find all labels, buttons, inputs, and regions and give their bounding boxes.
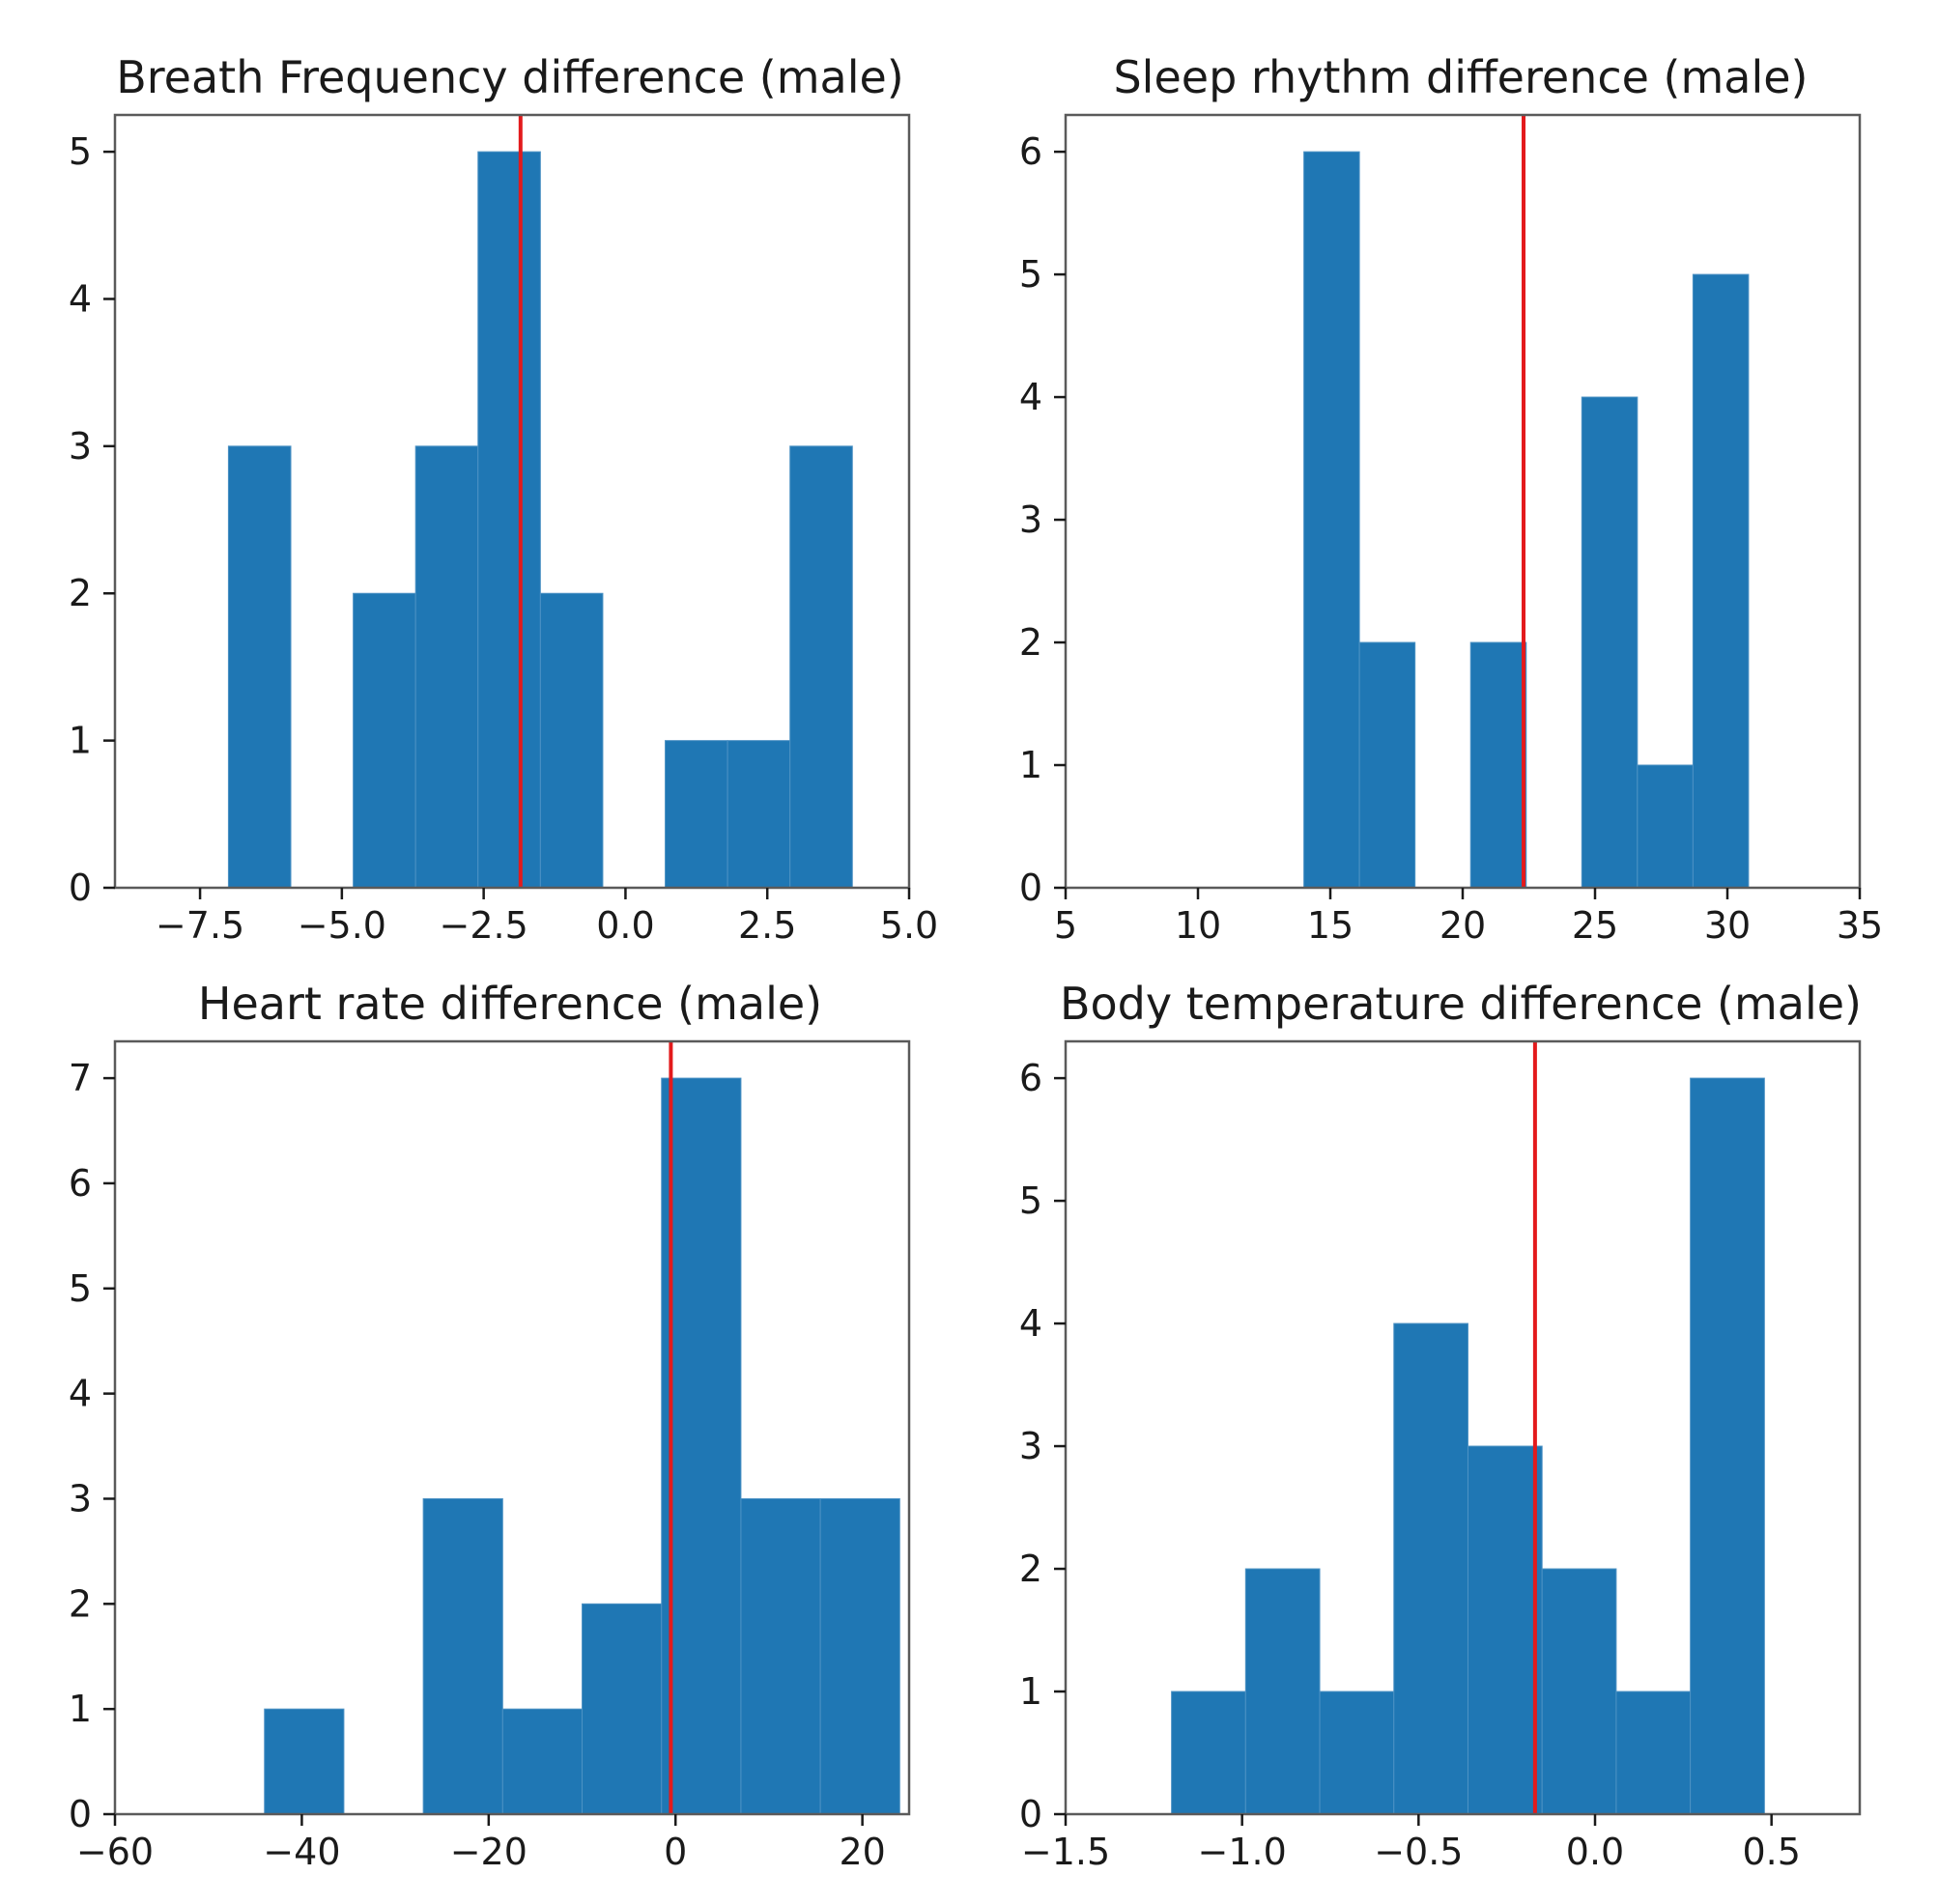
breath-frequency-y-tick-label: 3 (69, 425, 92, 468)
breath-frequency-bar (227, 445, 292, 889)
heart-rate-x-tick-label: −40 (263, 1831, 340, 1873)
heart-rate-title: Heart rate difference (male) (198, 978, 822, 1030)
heart-rate-bar (582, 1603, 663, 1815)
body-temperature-title: Body temperature difference (male) (1060, 978, 1862, 1030)
heart-rate-x-tick-label: −20 (450, 1831, 527, 1873)
body-temperature-bar (1171, 1691, 1246, 1815)
sleep-rhythm-y-tick-label: 2 (1019, 621, 1042, 664)
heart-rate-bar (740, 1497, 821, 1815)
body-temperature-bar (1690, 1077, 1765, 1815)
breath-frequency-bar (727, 740, 791, 889)
sleep-rhythm-y-tick-label: 0 (1019, 867, 1042, 909)
body-temperature-y-tick-label: 0 (1019, 1793, 1042, 1835)
body-temperature-x-tick-label: −0.5 (1374, 1831, 1463, 1873)
body-temperature-x-tick-label: 0.0 (1566, 1831, 1624, 1873)
heart-rate-y-tick-label: 0 (69, 1793, 92, 1835)
sleep-rhythm-x-tick-label: 10 (1175, 904, 1221, 947)
heart-rate-bar (264, 1708, 345, 1815)
breath-frequency-y-tick-label: 4 (69, 277, 92, 320)
body-temperature-y-tick-label: 5 (1019, 1179, 1042, 1222)
sleep-rhythm-x-tick-label: 15 (1307, 904, 1354, 947)
heart-rate-y-tick-label: 5 (69, 1267, 92, 1310)
breath-frequency-x-tick-label: −7.5 (156, 904, 244, 947)
sleep-rhythm-x-tick-label: 35 (1837, 904, 1883, 947)
body-temperature-axes-frame (1064, 1039, 1862, 1816)
heart-rate-y-tick-label: 7 (69, 1057, 92, 1099)
breath-frequency-bar (477, 151, 541, 889)
body-temperature-x-tick-label: −1.0 (1198, 1831, 1287, 1873)
heart-rate-bar (661, 1077, 742, 1815)
body-temperature-y-tick-label: 1 (1019, 1670, 1042, 1713)
breath-frequency-y-tick-label: 1 (69, 720, 92, 762)
sleep-rhythm-x-tick-label: 20 (1439, 904, 1486, 947)
heart-rate-y-tick-label: 2 (69, 1582, 92, 1625)
sleep-rhythm-y-tick-label: 1 (1019, 744, 1042, 786)
breath-frequency-axes-frame (113, 113, 911, 890)
sleep-rhythm-y-tick-label: 3 (1019, 498, 1042, 541)
heart-rate-bar (501, 1708, 584, 1815)
sleep-rhythm-bar (1692, 273, 1750, 889)
sleep-rhythm-y-tick-label: 5 (1019, 253, 1042, 296)
body-temperature-bar (1615, 1691, 1692, 1815)
body-temperature-y-tick-label: 2 (1019, 1548, 1042, 1590)
sleep-rhythm-bar (1358, 641, 1416, 889)
heart-rate-y-tick-label: 1 (69, 1688, 92, 1730)
sleep-rhythm-x-tick-label: 30 (1704, 904, 1751, 947)
sleep-rhythm-bar (1303, 151, 1360, 889)
body-temperature-y-tick-label: 4 (1019, 1302, 1042, 1345)
heart-rate-x-tick-label: 0 (664, 1831, 687, 1873)
body-temperature-bar (1393, 1322, 1468, 1815)
body-temperature-bar (1319, 1691, 1395, 1815)
breath-frequency-bar (665, 740, 728, 889)
breath-frequency-panel: Breath Frequency difference (male) −7.5 −… (69, 51, 938, 947)
breath-frequency-y-tick-label: 0 (69, 867, 92, 909)
heart-rate-y-tick-label: 3 (69, 1477, 92, 1520)
body-temperature-x-tick-label: −1.5 (1021, 1831, 1110, 1873)
sleep-rhythm-y-tick-label: 6 (1019, 130, 1042, 173)
breath-frequency-bar (539, 592, 604, 889)
heart-rate-axes-frame (113, 1039, 911, 1816)
breath-frequency-bar (353, 592, 416, 889)
breath-frequency-bar (789, 445, 853, 889)
body-temperature-bar (1244, 1568, 1321, 1815)
breath-frequency-x-tick-label: 5.0 (880, 904, 938, 947)
heart-rate-bar (422, 1497, 503, 1815)
sleep-rhythm-bar (1469, 641, 1527, 889)
heart-rate-bar (819, 1497, 900, 1815)
breath-frequency-y-tick-label: 2 (69, 572, 92, 614)
sleep-rhythm-y-tick-label: 4 (1019, 376, 1042, 418)
heart-rate-panel: Heart rate difference (male) −60 −40 −20 0 2… (69, 978, 911, 1873)
heart-rate-x-tick-label: 20 (839, 1831, 885, 1873)
sleep-rhythm-bar (1581, 396, 1639, 889)
body-temperature-y-tick-label: 3 (1019, 1425, 1042, 1467)
sleep-rhythm-x-tick-label: 25 (1572, 904, 1618, 947)
body-temperature-bar (1541, 1568, 1617, 1815)
body-temperature-x-tick-label: 0.5 (1742, 1831, 1800, 1873)
body-temperature-bar (1467, 1445, 1543, 1815)
sleep-rhythm-panel: Sleep rhythm difference (male) 5 10 15 20 25… (1019, 51, 1883, 947)
sleep-rhythm-title: Sleep rhythm difference (male) (1113, 51, 1808, 103)
sleep-rhythm-bar (1637, 764, 1694, 889)
body-temperature-y-tick-label: 6 (1019, 1057, 1042, 1099)
breath-frequency-y-tick-label: 5 (69, 130, 92, 173)
breath-frequency-title: Breath Frequency difference (male) (116, 51, 904, 103)
heart-rate-x-tick-label: −60 (76, 1831, 154, 1873)
breath-frequency-x-tick-label: 2.5 (738, 904, 796, 947)
breath-frequency-x-tick-label: 0.0 (596, 904, 654, 947)
breath-frequency-x-tick-label: −2.5 (440, 904, 528, 947)
heart-rate-y-tick-label: 4 (69, 1373, 92, 1415)
body-temperature-panel: Body temperature difference (male) −1.5 −… (1019, 978, 1862, 1873)
breath-frequency-x-tick-label: −5.0 (298, 904, 386, 947)
breath-frequency-bar (414, 445, 479, 889)
sleep-rhythm-x-tick-label: 5 (1054, 904, 1077, 947)
heart-rate-y-tick-label: 6 (69, 1162, 92, 1205)
